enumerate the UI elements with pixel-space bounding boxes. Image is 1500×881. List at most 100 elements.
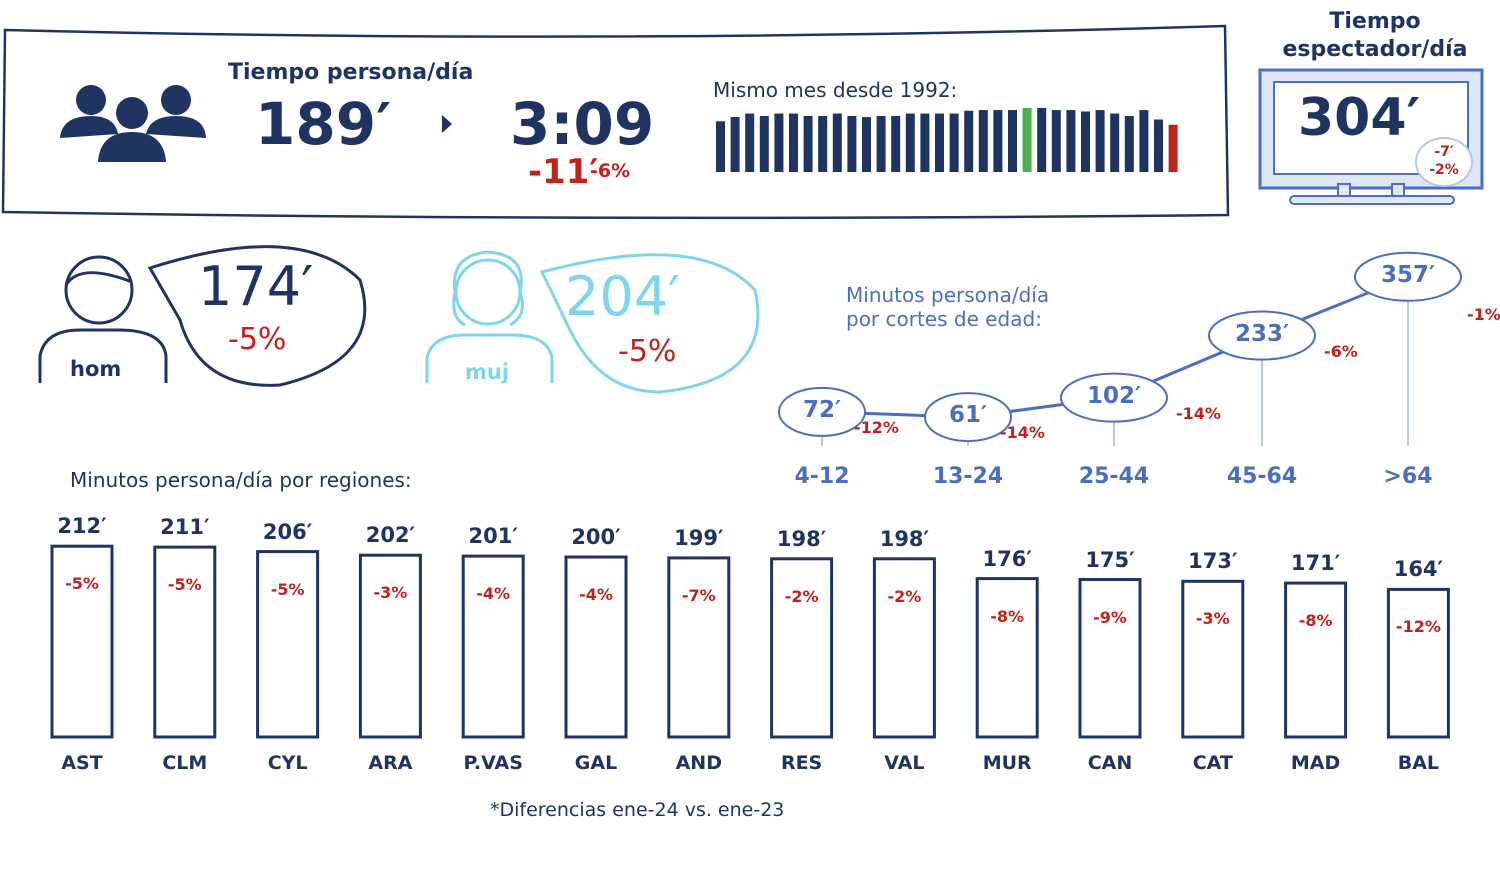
age-percent: -12%: [854, 417, 899, 437]
history-label: Mismo mes desde 1992:: [713, 78, 958, 102]
hours-per-day: 3:09: [510, 90, 655, 158]
region-percent: -3%: [1195, 609, 1230, 629]
men-minutes: 174′: [198, 255, 314, 318]
history-bar: [745, 113, 755, 172]
men-label: hom: [70, 357, 122, 381]
history-bar: [862, 117, 871, 172]
region-bar: [461, 554, 525, 739]
age-title-line1: Minutos persona/día: [846, 283, 1050, 307]
history-bar: [1168, 124, 1178, 172]
history-bar: [935, 113, 944, 172]
tv-icon: [1258, 68, 1484, 205]
age-point: [1060, 372, 1168, 423]
history-bar: [1066, 110, 1076, 172]
region-percent: -4%: [476, 584, 511, 604]
region-bar: [770, 557, 834, 739]
age-label: 25-44: [1078, 464, 1150, 489]
history-bar: [1051, 110, 1061, 172]
viewer-minutes: 304′: [1298, 88, 1421, 148]
region-label: GAL: [574, 752, 618, 774]
age-label: >64: [1383, 464, 1433, 489]
age-percent: -1%: [1467, 305, 1500, 324]
diff-minutes: -11′: [528, 152, 599, 192]
region-value: 200′: [571, 525, 621, 549]
history-bar: [1022, 107, 1032, 172]
age-percent: -6%: [1324, 341, 1358, 361]
header-frame: [1, 24, 1230, 220]
region-bar: [975, 577, 1039, 739]
history-bar: [774, 113, 784, 172]
viewer-title: Tiempo espectador/día: [1255, 8, 1495, 64]
history-bar: [993, 110, 1003, 172]
region-bar: [153, 545, 217, 739]
region-percent: -2%: [887, 586, 922, 606]
region-label: P.VAS: [463, 752, 523, 774]
region-label: RES: [780, 752, 823, 774]
region-value: 176′: [982, 546, 1032, 571]
region-percent: -3%: [373, 583, 408, 603]
arrow-right-icon: [442, 115, 452, 133]
people-icon: [60, 85, 206, 162]
region-value: 175′: [1085, 547, 1135, 572]
history-bar: [759, 116, 769, 172]
region-value: 211′: [160, 515, 210, 540]
region-bar: [1078, 578, 1142, 739]
region-label: AST: [61, 752, 103, 774]
region-percent: -2%: [784, 586, 819, 606]
man-icon: [38, 245, 367, 387]
region-bar: [256, 550, 320, 739]
age-label: 45-64: [1226, 464, 1298, 489]
history-bar: [1139, 110, 1149, 172]
region-label: BAL: [1397, 752, 1440, 774]
region-bar: [1284, 581, 1348, 739]
history-bar: [818, 116, 828, 172]
region-value: 171′: [1290, 551, 1341, 576]
history-bar: [1154, 119, 1163, 172]
history-bar: [1124, 116, 1134, 172]
history-bar: [1037, 107, 1047, 172]
women-percent: -5%: [618, 334, 677, 369]
region-label: MAD: [1290, 752, 1341, 774]
age-value: 357′: [1380, 261, 1436, 288]
region-label: ARA: [368, 752, 413, 774]
region-value: 199′: [674, 525, 724, 550]
age-point: [1354, 251, 1462, 302]
men-percent: -5%: [228, 322, 287, 357]
history-bar: [803, 116, 813, 172]
region-percent: -9%: [1093, 607, 1127, 627]
region-percent: -8%: [990, 606, 1025, 626]
viewer-title-line2: espectador/día: [1282, 37, 1468, 62]
viewer-diff: -7′ -2%: [1420, 143, 1468, 179]
history-bar: [1081, 111, 1090, 172]
age-value: 72′: [802, 396, 842, 423]
region-value: 198′: [879, 526, 930, 551]
history-bar: [905, 113, 915, 172]
age-point: [1208, 310, 1316, 361]
region-bar: [564, 555, 628, 739]
history-bar: [789, 113, 798, 172]
history-bar: [891, 116, 901, 172]
history-bar: [1110, 113, 1120, 172]
footnote: *Diferencias ene-24 vs. ene-23: [490, 799, 785, 821]
history-bar: [1095, 110, 1105, 172]
region-value: 173′: [1188, 549, 1238, 574]
history-bar: [920, 113, 930, 172]
age-percent: -14%: [1000, 423, 1045, 443]
diff-percent: -6%: [590, 160, 631, 182]
history-bar: [832, 113, 842, 172]
age-point: [924, 392, 1012, 443]
region-label: CLM: [162, 752, 208, 774]
history-bar: [978, 110, 988, 172]
region-value: 212′: [57, 514, 107, 539]
region-percent: -5%: [167, 575, 202, 595]
history-bar: [964, 110, 974, 172]
region-bar: [50, 544, 114, 739]
region-label: CAN: [1087, 752, 1133, 774]
age-title: Minutos persona/día por cortes de edad:: [846, 283, 1049, 331]
history-bar: [876, 116, 886, 172]
region-percent: -8%: [1298, 611, 1333, 631]
region-label: AND: [675, 752, 722, 774]
history-bar: [949, 113, 959, 172]
age-label: 13-24: [932, 464, 1004, 489]
